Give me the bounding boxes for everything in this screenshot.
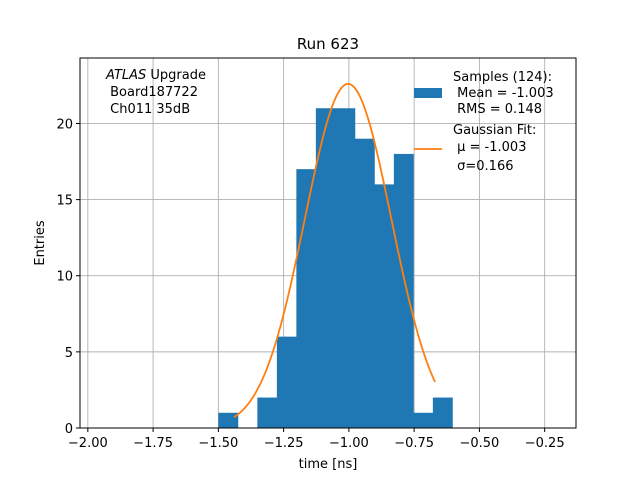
- annotation-board: Board187722: [106, 85, 198, 100]
- histogram-bar: [315, 108, 336, 428]
- histogram-bar: [335, 108, 356, 428]
- plot-frame: [79, 57, 577, 429]
- y-tick-label: 5: [65, 346, 73, 361]
- y-axis-label: Entries: [33, 220, 48, 266]
- y-tick-label: 10: [56, 270, 73, 285]
- legend-samples-line1: Samples (124):: [453, 70, 552, 85]
- legend-samples-line3: RMS = 0.148: [453, 102, 542, 117]
- x-tick-label: −1.00: [329, 436, 369, 451]
- axis-ticks: −2.00 −1.75 −1.50 −1.25 −1.00 −0.75 −0.50 −0.25…: [56, 117, 564, 451]
- legend-samples-patch: [414, 88, 442, 98]
- x-tick-label: −2.00: [68, 436, 108, 451]
- x-tick-label: −1.75: [133, 436, 173, 451]
- fit-curve: [233, 83, 436, 418]
- histogram-bar: [393, 153, 414, 429]
- legend-fit-line3: σ=0.166: [453, 159, 513, 174]
- y-tick-label: 20: [56, 117, 73, 132]
- annotation-atlas: ATLAS: [105, 68, 146, 83]
- chart-title: Run 623: [297, 35, 359, 53]
- histogram-bar: [354, 138, 375, 428]
- svg-text:ATLAS Upgrade: ATLAS Upgrade: [105, 68, 206, 83]
- y-tick-label: 0: [65, 422, 73, 437]
- annotation-upgrade: Upgrade: [146, 68, 206, 83]
- legend: Samples (124): Mean = -1.003 RMS = 0.148…: [414, 70, 554, 174]
- x-tick-label: −1.50: [198, 436, 238, 451]
- legend-fit-line2: μ = -1.003: [453, 140, 526, 155]
- histogram-bar: [413, 412, 434, 428]
- histogram-bar: [374, 184, 395, 428]
- x-axis-label: time [ns]: [299, 457, 358, 472]
- atlas-annotation: ATLAS Upgrade Board187722 Ch011 35dB: [105, 68, 206, 117]
- annotation-channel: Ch011 35dB: [106, 102, 190, 117]
- histogram-bar: [432, 397, 453, 428]
- x-tick-label: −0.25: [525, 436, 565, 451]
- legend-fit-line1: Gaussian Fit:: [453, 123, 536, 138]
- x-tick-label: −1.25: [264, 436, 304, 451]
- y-tick-label: 15: [56, 194, 73, 209]
- gaussian-fit: [233, 83, 436, 418]
- x-tick-label: −0.75: [394, 436, 434, 451]
- histogram-bar: [218, 412, 239, 428]
- histogram-bar: [257, 397, 278, 428]
- x-tick-label: −0.50: [459, 436, 499, 451]
- histogram-bar: [276, 336, 297, 428]
- legend-samples-line2: Mean = -1.003: [453, 86, 554, 101]
